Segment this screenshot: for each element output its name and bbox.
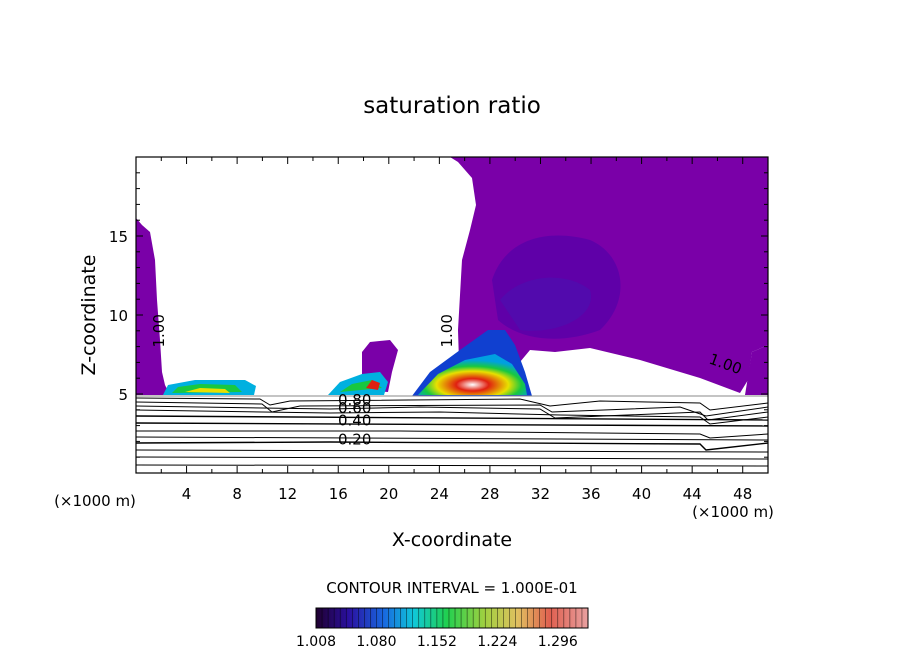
colorbar-tick-label: 1.152 <box>417 634 457 650</box>
contour-line <box>136 397 768 411</box>
contour-line <box>136 436 768 441</box>
chart-title: saturation ratio <box>363 93 541 119</box>
y-tick-label: 10 <box>109 307 128 325</box>
mid-purple-core <box>500 277 592 331</box>
x-tick-label: 28 <box>480 485 499 503</box>
contour-line <box>136 405 768 421</box>
contour-interval-text: CONTOUR INTERVAL = 1.000E-01 <box>326 579 577 597</box>
contour-line <box>136 409 768 425</box>
contour-line <box>136 456 768 460</box>
x-tick-label: 20 <box>379 485 398 503</box>
cloud-center-red <box>366 380 380 390</box>
supersaturated-strip-left <box>136 218 170 395</box>
contour-line-label: 1.00 <box>438 314 456 347</box>
contour-line <box>136 441 768 451</box>
x-axis-label: X-coordinate <box>392 529 512 551</box>
supersaturated-strip-right-edge <box>745 345 768 395</box>
x-unit-right: (×1000 m) <box>692 503 774 521</box>
x-tick-label: 4 <box>182 485 192 503</box>
contour-line-label: 0.60 <box>338 399 371 417</box>
contour-line <box>136 401 768 417</box>
contour-lines <box>136 397 768 467</box>
contour-line-label: 0.40 <box>338 412 371 430</box>
contour-line <box>136 449 768 453</box>
y-tick-label: 15 <box>109 228 128 246</box>
cloud-main <box>418 354 527 395</box>
x-tick-label: 16 <box>329 485 348 503</box>
contour-line-label: 1.00 <box>150 314 168 347</box>
x-tick-label: 36 <box>581 485 600 503</box>
x-unit-left: (×1000 m) <box>54 492 136 510</box>
x-tick-label: 40 <box>632 485 651 503</box>
x-tick-label: 44 <box>683 485 702 503</box>
colorbar-tick-label: 1.296 <box>538 634 578 650</box>
x-tick-label: 48 <box>733 485 752 503</box>
contour-field <box>136 157 768 467</box>
contour-line <box>136 464 768 467</box>
y-axis: 5 10 15 <box>109 172 768 458</box>
colorbar-tick-label: 1.008 <box>296 634 336 650</box>
x-tick-label: 12 <box>278 485 297 503</box>
contour-line <box>136 430 768 439</box>
x-tick-label: 8 <box>232 485 242 503</box>
x-tick-label: 24 <box>430 485 449 503</box>
colorbar-stripes <box>315 608 589 628</box>
y-tick-label: 5 <box>118 386 128 404</box>
contour-line-label: 0.80 <box>338 391 371 409</box>
x-tick-label: 32 <box>531 485 550 503</box>
cloud-band-left-yellow <box>185 388 230 393</box>
contour-line-label: 0.20 <box>338 431 371 449</box>
colorbar <box>315 607 589 629</box>
colorbar-tick-label: 1.080 <box>356 634 396 650</box>
colorbar-tick-labels: 1.008 1.080 1.152 1.224 1.296 <box>296 634 578 650</box>
contour-line <box>136 415 768 421</box>
x-axis: 4 8 12 16 20 24 28 32 36 40 44 48 <box>160 157 752 503</box>
colorbar-tick-label: 1.224 <box>477 634 517 650</box>
contour-line <box>136 422 768 427</box>
y-axis-label: Z-coordinate <box>78 255 100 376</box>
contour-labels: 1.00 1.001.000.800.600.400.20 <box>150 314 744 448</box>
